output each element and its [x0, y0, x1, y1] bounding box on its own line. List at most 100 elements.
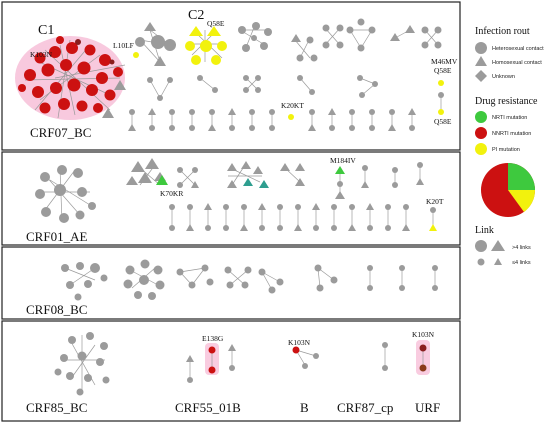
dyad-node	[366, 203, 374, 210]
dyad-node	[331, 204, 337, 210]
legend-nnrti: NNRTI mutation	[492, 131, 531, 137]
mut-label-k20kt: K20KT	[281, 101, 304, 110]
nnrti-dot-icon	[475, 127, 487, 139]
dyad-node	[186, 224, 194, 231]
large-triangle-icon	[491, 240, 505, 251]
dyad-node	[349, 204, 355, 210]
panel-crf01-frame	[1, 151, 461, 246]
dyad-node	[295, 204, 301, 210]
dyad-node	[409, 125, 415, 131]
nrti-dot-icon	[475, 111, 487, 123]
dyad-node	[129, 109, 135, 115]
dyad-node	[402, 224, 410, 231]
mut-label-q58e-b: Q58E	[434, 117, 452, 126]
mut-label-k20t: K20T	[426, 197, 444, 206]
legend-drug-title: Drug resistance	[475, 96, 538, 107]
dyad-node	[367, 225, 373, 231]
dyad-node	[189, 125, 195, 131]
dyad-node	[209, 109, 215, 115]
dyad-node	[229, 125, 235, 131]
dyad-node	[249, 109, 255, 115]
legend-pi: PI mutation	[492, 147, 520, 153]
dyad-node	[389, 109, 395, 115]
dyad-node	[309, 109, 315, 115]
panel-crf07-bc: C1 C2	[1, 1, 461, 151]
dyad-node	[205, 225, 211, 231]
crf07-small-clusters	[147, 75, 378, 101]
dyad-node	[169, 125, 175, 131]
legend-nrti: NRTI mutation	[492, 115, 527, 121]
dyad-node	[331, 225, 337, 231]
dyad-node	[277, 204, 283, 210]
dyad-node	[223, 204, 229, 210]
dyad-node	[148, 108, 156, 115]
dyad-node	[169, 204, 175, 210]
mut-label-k103n-b: K103N	[288, 338, 311, 347]
dyad-node	[258, 203, 266, 210]
mut-label-m46mv: M46MV	[431, 57, 458, 66]
crf01-dyads	[169, 203, 410, 231]
subtype-label-crf87-cp: CRF87_cp	[337, 400, 393, 415]
cluster-c2: C2	[185, 8, 227, 65]
legend-link-more: >4 links	[512, 245, 531, 251]
dyad-node	[349, 125, 355, 131]
mut-label-e138g: E138G	[202, 334, 224, 343]
heterosexual-circle-icon	[475, 42, 487, 54]
dyad-node	[388, 124, 396, 131]
dyad-node	[241, 204, 247, 210]
panel-crf08-bc: CRF08_BC	[1, 246, 461, 320]
dyad-node	[269, 125, 275, 131]
dyad-node	[369, 109, 375, 115]
dyad-node	[328, 108, 336, 115]
dyad-node	[408, 108, 416, 115]
subtype-label-urf: URF	[415, 400, 440, 415]
unknown-diamond-icon	[475, 70, 487, 82]
pi-dot-icon	[475, 143, 487, 155]
dyad-node	[385, 225, 391, 231]
crf07-gray-clusters	[133, 18, 442, 66]
dyad-node	[329, 125, 335, 131]
dyad-node	[240, 224, 248, 231]
dyad-node	[149, 125, 155, 131]
dyad-node	[204, 203, 212, 210]
dyad-node	[228, 108, 236, 115]
crf08-clusters	[61, 259, 438, 301]
dyad-node	[208, 124, 216, 131]
b-cluster	[292, 346, 319, 369]
mut-label-k103n-c1: K103N	[30, 50, 53, 59]
dyad-node	[348, 224, 356, 231]
cluster-label-c1: C1	[38, 23, 54, 38]
legend-heterosexual: Heterosexual contact	[492, 46, 544, 52]
cluster-c1: C1	[15, 23, 126, 120]
legend-unknown: Unknown	[492, 74, 515, 80]
subtype-label-b: B	[300, 400, 309, 415]
small-triangle-icon	[494, 258, 502, 265]
crf85-cluster	[54, 332, 110, 396]
dyad-node	[385, 204, 391, 210]
mut-label-q58e-c2: Q58E	[207, 19, 225, 28]
dyad-node	[312, 203, 320, 210]
crf01-main-cluster	[35, 165, 96, 223]
panel-crf08-frame	[1, 246, 461, 320]
crf87-cluster	[382, 342, 388, 371]
legend: Infection rout Heterosexual contact Homo…	[475, 26, 544, 266]
panel-crf85-and-others: E138G K103N K103N CRF85_BC CRF55_01B B C…	[1, 320, 461, 422]
dyad-node	[349, 109, 355, 115]
dyad-node	[403, 204, 409, 210]
dyad-node	[189, 109, 195, 115]
cluster-label-c2: C2	[188, 8, 204, 23]
mut-label-l10lf: L10LF	[113, 41, 134, 50]
legend-link-less: ≤4 links	[512, 260, 531, 266]
homosexual-triangle-icon	[475, 56, 487, 66]
legend-infection-title: Infection rout	[475, 26, 530, 37]
dyad-node	[249, 125, 255, 131]
subtype-label-crf55-01b: CRF55_01B	[175, 400, 241, 415]
mut-label-q58e-a: Q58E	[434, 66, 452, 75]
mut-label-k70kr: K70KR	[160, 189, 183, 198]
dyad-node	[269, 109, 275, 115]
dyad-node	[308, 124, 316, 131]
dyad-node	[259, 225, 265, 231]
crf07-dyads	[128, 108, 416, 131]
dyad-node	[187, 204, 193, 210]
